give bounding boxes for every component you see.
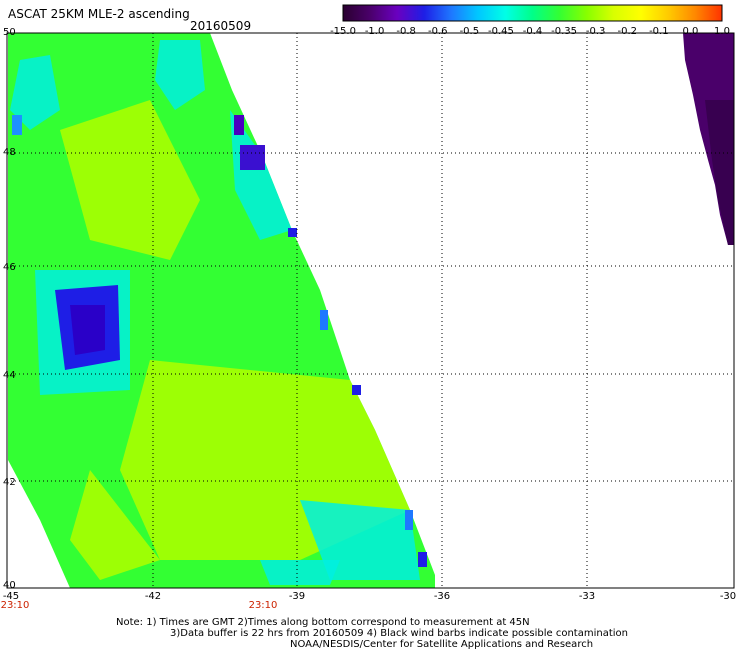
- lat-lon-grid: [7, 33, 734, 588]
- colorbar: [342, 4, 723, 22]
- time-label-center: 23:10: [248, 600, 278, 611]
- note-line-2: 3)Data buffer is 22 hrs from 20160509 4)…: [170, 628, 628, 639]
- wind-cell: [418, 552, 427, 567]
- note-line-1: Note: 1) Times are GMT 2)Times along bot…: [116, 617, 530, 628]
- colorbar-tick-label: -0.4: [522, 26, 543, 37]
- wind-cell: [352, 385, 361, 395]
- map-title: ASCAT 25KM MLE-2 ascending: [8, 7, 190, 21]
- colorbar-tick-label: -0.45: [487, 26, 514, 37]
- purple-strip-dark: [705, 100, 734, 245]
- colorbar-tick-label: -1.0: [364, 26, 385, 37]
- colorbar-tick-label: -15.0: [330, 26, 356, 37]
- colorbar-tick-label: -0.35: [551, 26, 578, 37]
- lon-label-42: -42: [144, 591, 162, 602]
- wind-cell: [288, 228, 297, 237]
- lat-label-42: 42: [3, 477, 16, 488]
- lat-label-40: 40: [3, 580, 16, 591]
- wind-cell: [12, 115, 22, 135]
- colorbar-tick-label: -0.8: [396, 26, 416, 37]
- lat-label-46: 46: [3, 262, 16, 273]
- wind-region: [260, 560, 340, 585]
- wind-cell: [240, 145, 265, 170]
- colorbar-tick-label: -0.1: [649, 26, 669, 37]
- lon-label-30: -30: [719, 591, 737, 602]
- note-line-3: NOAA/NESDIS/Center for Satellite Applica…: [290, 639, 594, 650]
- wind-region: [70, 470, 160, 580]
- lon-label-33: -33: [578, 591, 596, 602]
- map-frame: [6, 32, 735, 589]
- map-date: 20160509: [190, 19, 252, 33]
- colorbar-gradient: [342, 4, 723, 22]
- wind-region: [230, 110, 292, 240]
- lat-label-48: 48: [3, 147, 16, 158]
- colorbar-tick-label: -0.3: [585, 26, 606, 37]
- lon-label-36: -36: [433, 591, 451, 602]
- wind-cell: [234, 115, 244, 135]
- wind-region: [60, 100, 200, 260]
- wind-cell: [320, 310, 328, 330]
- lat-label-44: 44: [3, 370, 16, 381]
- colorbar-tick-label: -0.2: [617, 26, 638, 37]
- colorbar-tick-label: -0.6: [427, 26, 448, 37]
- colorbar-tick-label: -0.5: [459, 26, 480, 37]
- colorbar-tick-label: 1.0: [714, 26, 730, 37]
- wind-region-blue-core: [70, 305, 105, 355]
- wind-swath: [8, 33, 435, 588]
- time-label-left: 23:10: [0, 600, 30, 611]
- wind-region: [155, 40, 205, 110]
- lon-label-45: -45: [2, 591, 20, 602]
- wind-cell: [405, 510, 413, 530]
- lon-label-39: -39: [288, 591, 306, 602]
- right-swath-strip: [683, 33, 734, 245]
- colorbar-tick-label: 0.0: [682, 26, 699, 37]
- wind-region: [10, 55, 60, 130]
- lat-label-50: 50: [3, 27, 16, 38]
